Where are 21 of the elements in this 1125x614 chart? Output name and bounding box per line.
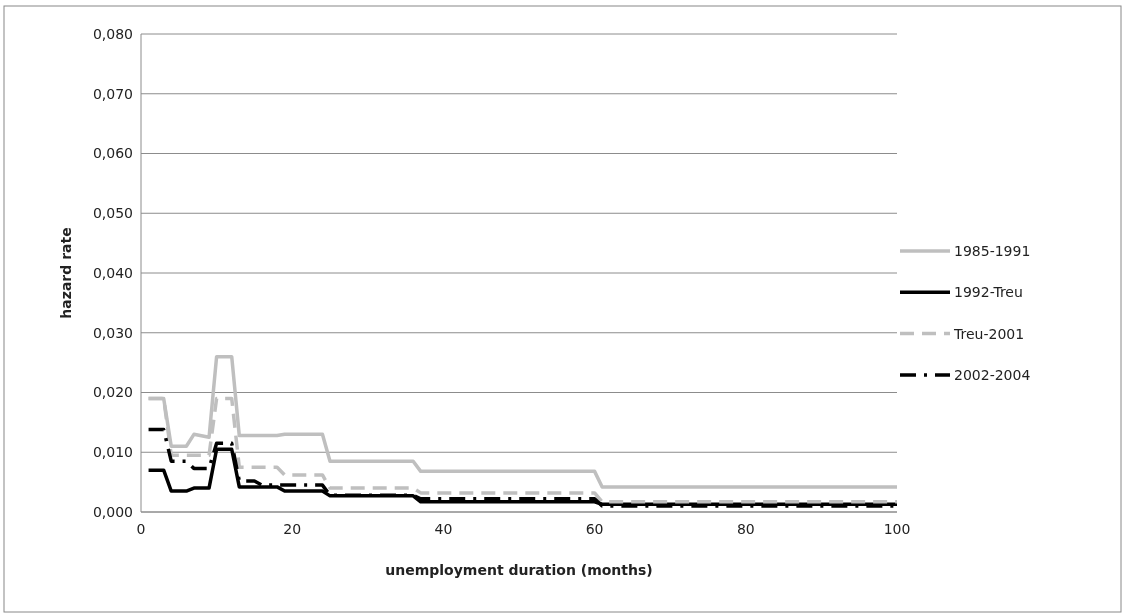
y-tick-label: 0,030 (92, 324, 133, 341)
y-tick-label: 0,060 (92, 145, 133, 162)
x-tick-label: 20 (283, 521, 302, 537)
y-tick-label: 0,020 (92, 384, 133, 401)
y-tick-label: 0,080 (92, 25, 133, 42)
x-axis-title: unemployment duration (months) (385, 562, 653, 578)
x-tick-label: 100 (883, 521, 911, 537)
x-tick-label: 60 (585, 521, 604, 537)
y-tick-label: 0,040 (92, 264, 133, 281)
legend-label: Treu-2001 (953, 325, 1025, 342)
legend-label: 1992-Treu (954, 284, 1023, 301)
y-axis-title: hazard rate (58, 227, 74, 319)
y-tick-label: 0,000 (92, 503, 133, 520)
legend-label: 1985-1991 (954, 242, 1031, 259)
x-tick-label: 0 (136, 521, 146, 537)
y-tick-label: 0,070 (92, 85, 133, 102)
x-tick-label: 80 (736, 521, 755, 537)
x-tick-label: 40 (434, 521, 453, 537)
y-tick-label: 0,050 (92, 205, 133, 222)
y-tick-label: 0,010 (92, 444, 133, 461)
legend-label: 2002-2004 (954, 366, 1031, 383)
